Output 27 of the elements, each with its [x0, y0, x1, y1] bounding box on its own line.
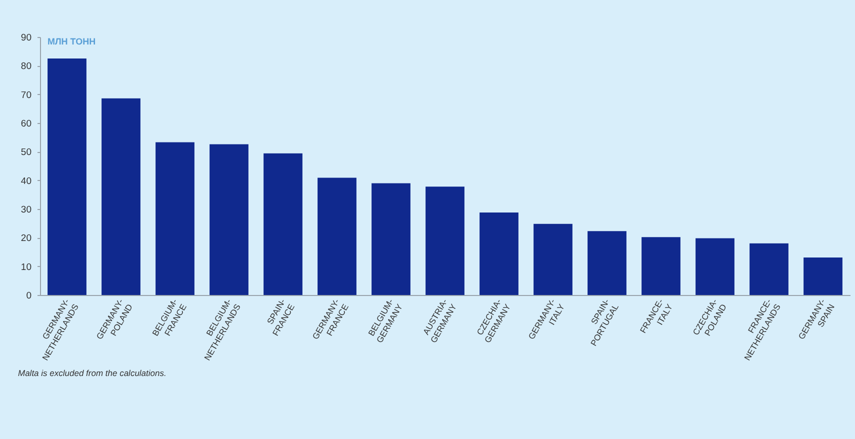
y-tick-label: 10	[20, 262, 32, 273]
bar	[588, 231, 626, 295]
y-tick-label: 80	[20, 61, 32, 72]
bar	[210, 144, 248, 295]
bar	[318, 178, 356, 295]
y-tick-label: 50	[20, 147, 32, 158]
bar	[102, 98, 140, 295]
y-tick-label: 0	[26, 290, 32, 302]
y-axis-title: МЛН ТОНН	[48, 36, 96, 46]
y-tick-label: 20	[20, 233, 32, 244]
y-tick-label: 70	[20, 90, 32, 101]
bar	[696, 238, 734, 295]
bar	[642, 237, 680, 295]
y-tick-label: 30	[20, 204, 32, 216]
y-tick-label: 40	[20, 176, 32, 187]
bar	[480, 212, 518, 295]
bar	[804, 257, 842, 295]
bar	[750, 243, 788, 295]
bar	[534, 224, 572, 295]
bar	[264, 153, 302, 295]
bar	[426, 186, 464, 295]
bar	[372, 183, 410, 295]
bar	[156, 142, 194, 295]
y-tick-label: 60	[20, 118, 32, 130]
y-tick-label: 90	[20, 32, 32, 44]
text: Malta is excluded from the calculations.	[18, 368, 166, 378]
bar	[48, 58, 86, 295]
